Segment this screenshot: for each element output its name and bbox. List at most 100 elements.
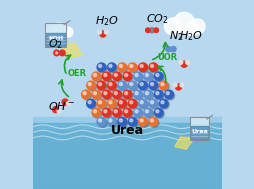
Circle shape — [135, 110, 138, 113]
Circle shape — [160, 83, 163, 86]
Circle shape — [154, 72, 162, 81]
Circle shape — [150, 119, 153, 122]
FancyArrowPatch shape — [152, 43, 167, 60]
Circle shape — [124, 91, 132, 100]
Circle shape — [112, 72, 121, 81]
Circle shape — [128, 99, 136, 108]
Circle shape — [108, 100, 117, 109]
Circle shape — [119, 101, 122, 104]
Circle shape — [145, 110, 148, 113]
Bar — [190, 126, 207, 139]
Circle shape — [114, 110, 117, 113]
Circle shape — [178, 60, 182, 64]
Circle shape — [98, 83, 101, 86]
Circle shape — [154, 108, 162, 117]
Circle shape — [119, 83, 122, 86]
Circle shape — [145, 74, 148, 77]
Circle shape — [150, 100, 158, 109]
Circle shape — [124, 73, 132, 82]
Circle shape — [185, 60, 189, 64]
Text: OER: OER — [68, 69, 87, 78]
FancyBboxPatch shape — [189, 117, 208, 140]
Circle shape — [145, 91, 153, 100]
Circle shape — [103, 74, 106, 77]
Circle shape — [134, 91, 143, 100]
Circle shape — [155, 73, 164, 82]
Polygon shape — [33, 123, 221, 189]
Circle shape — [62, 99, 68, 105]
Circle shape — [165, 46, 170, 52]
Circle shape — [53, 23, 66, 36]
Circle shape — [87, 100, 96, 109]
Circle shape — [114, 73, 122, 82]
Circle shape — [59, 50, 65, 56]
Circle shape — [88, 83, 91, 86]
Circle shape — [107, 99, 116, 108]
Circle shape — [150, 101, 153, 104]
Circle shape — [184, 23, 198, 36]
Circle shape — [60, 30, 68, 38]
Circle shape — [143, 90, 152, 99]
Circle shape — [145, 92, 148, 95]
Text: UOR: UOR — [156, 53, 176, 62]
Polygon shape — [60, 43, 82, 59]
Circle shape — [117, 81, 126, 90]
Circle shape — [159, 99, 167, 108]
Circle shape — [108, 101, 112, 104]
Circle shape — [148, 63, 157, 72]
Circle shape — [119, 64, 122, 67]
Circle shape — [160, 82, 169, 91]
Circle shape — [129, 119, 132, 122]
Circle shape — [103, 92, 106, 95]
Circle shape — [108, 83, 112, 86]
Circle shape — [102, 108, 111, 117]
Circle shape — [93, 92, 96, 95]
Circle shape — [134, 73, 143, 82]
Text: $O_2$: $O_2$ — [48, 37, 63, 51]
Circle shape — [133, 90, 142, 99]
Circle shape — [155, 91, 164, 100]
Circle shape — [117, 99, 126, 108]
Polygon shape — [174, 137, 194, 149]
Circle shape — [138, 81, 147, 90]
Circle shape — [128, 117, 136, 126]
Circle shape — [93, 109, 101, 118]
Circle shape — [150, 119, 158, 127]
Circle shape — [98, 119, 101, 122]
Circle shape — [189, 19, 204, 34]
Circle shape — [172, 83, 176, 87]
Circle shape — [128, 81, 136, 90]
Circle shape — [123, 108, 131, 117]
Polygon shape — [33, 117, 221, 129]
Circle shape — [150, 82, 158, 91]
FancyArrowPatch shape — [157, 66, 165, 82]
Circle shape — [52, 107, 58, 113]
Circle shape — [175, 84, 181, 90]
Circle shape — [108, 82, 117, 91]
Circle shape — [98, 64, 101, 67]
Circle shape — [93, 74, 96, 77]
Circle shape — [86, 99, 95, 108]
Bar — [33, 123, 221, 189]
Circle shape — [66, 102, 70, 105]
Circle shape — [138, 63, 147, 72]
Circle shape — [97, 63, 105, 72]
Circle shape — [54, 50, 59, 56]
Circle shape — [145, 109, 153, 118]
Circle shape — [155, 109, 164, 118]
Bar — [33, 0, 221, 132]
Circle shape — [149, 28, 154, 33]
Circle shape — [148, 81, 157, 90]
Circle shape — [139, 64, 148, 73]
Circle shape — [98, 101, 101, 104]
Circle shape — [93, 110, 96, 113]
Circle shape — [179, 83, 183, 87]
Text: $OH^-$: $OH^-$ — [48, 100, 75, 112]
Circle shape — [117, 63, 126, 72]
Text: $N_2$: $N_2$ — [168, 30, 183, 43]
Circle shape — [108, 119, 112, 122]
Circle shape — [114, 109, 122, 118]
Circle shape — [164, 90, 173, 99]
Circle shape — [139, 119, 148, 127]
Circle shape — [145, 28, 150, 33]
